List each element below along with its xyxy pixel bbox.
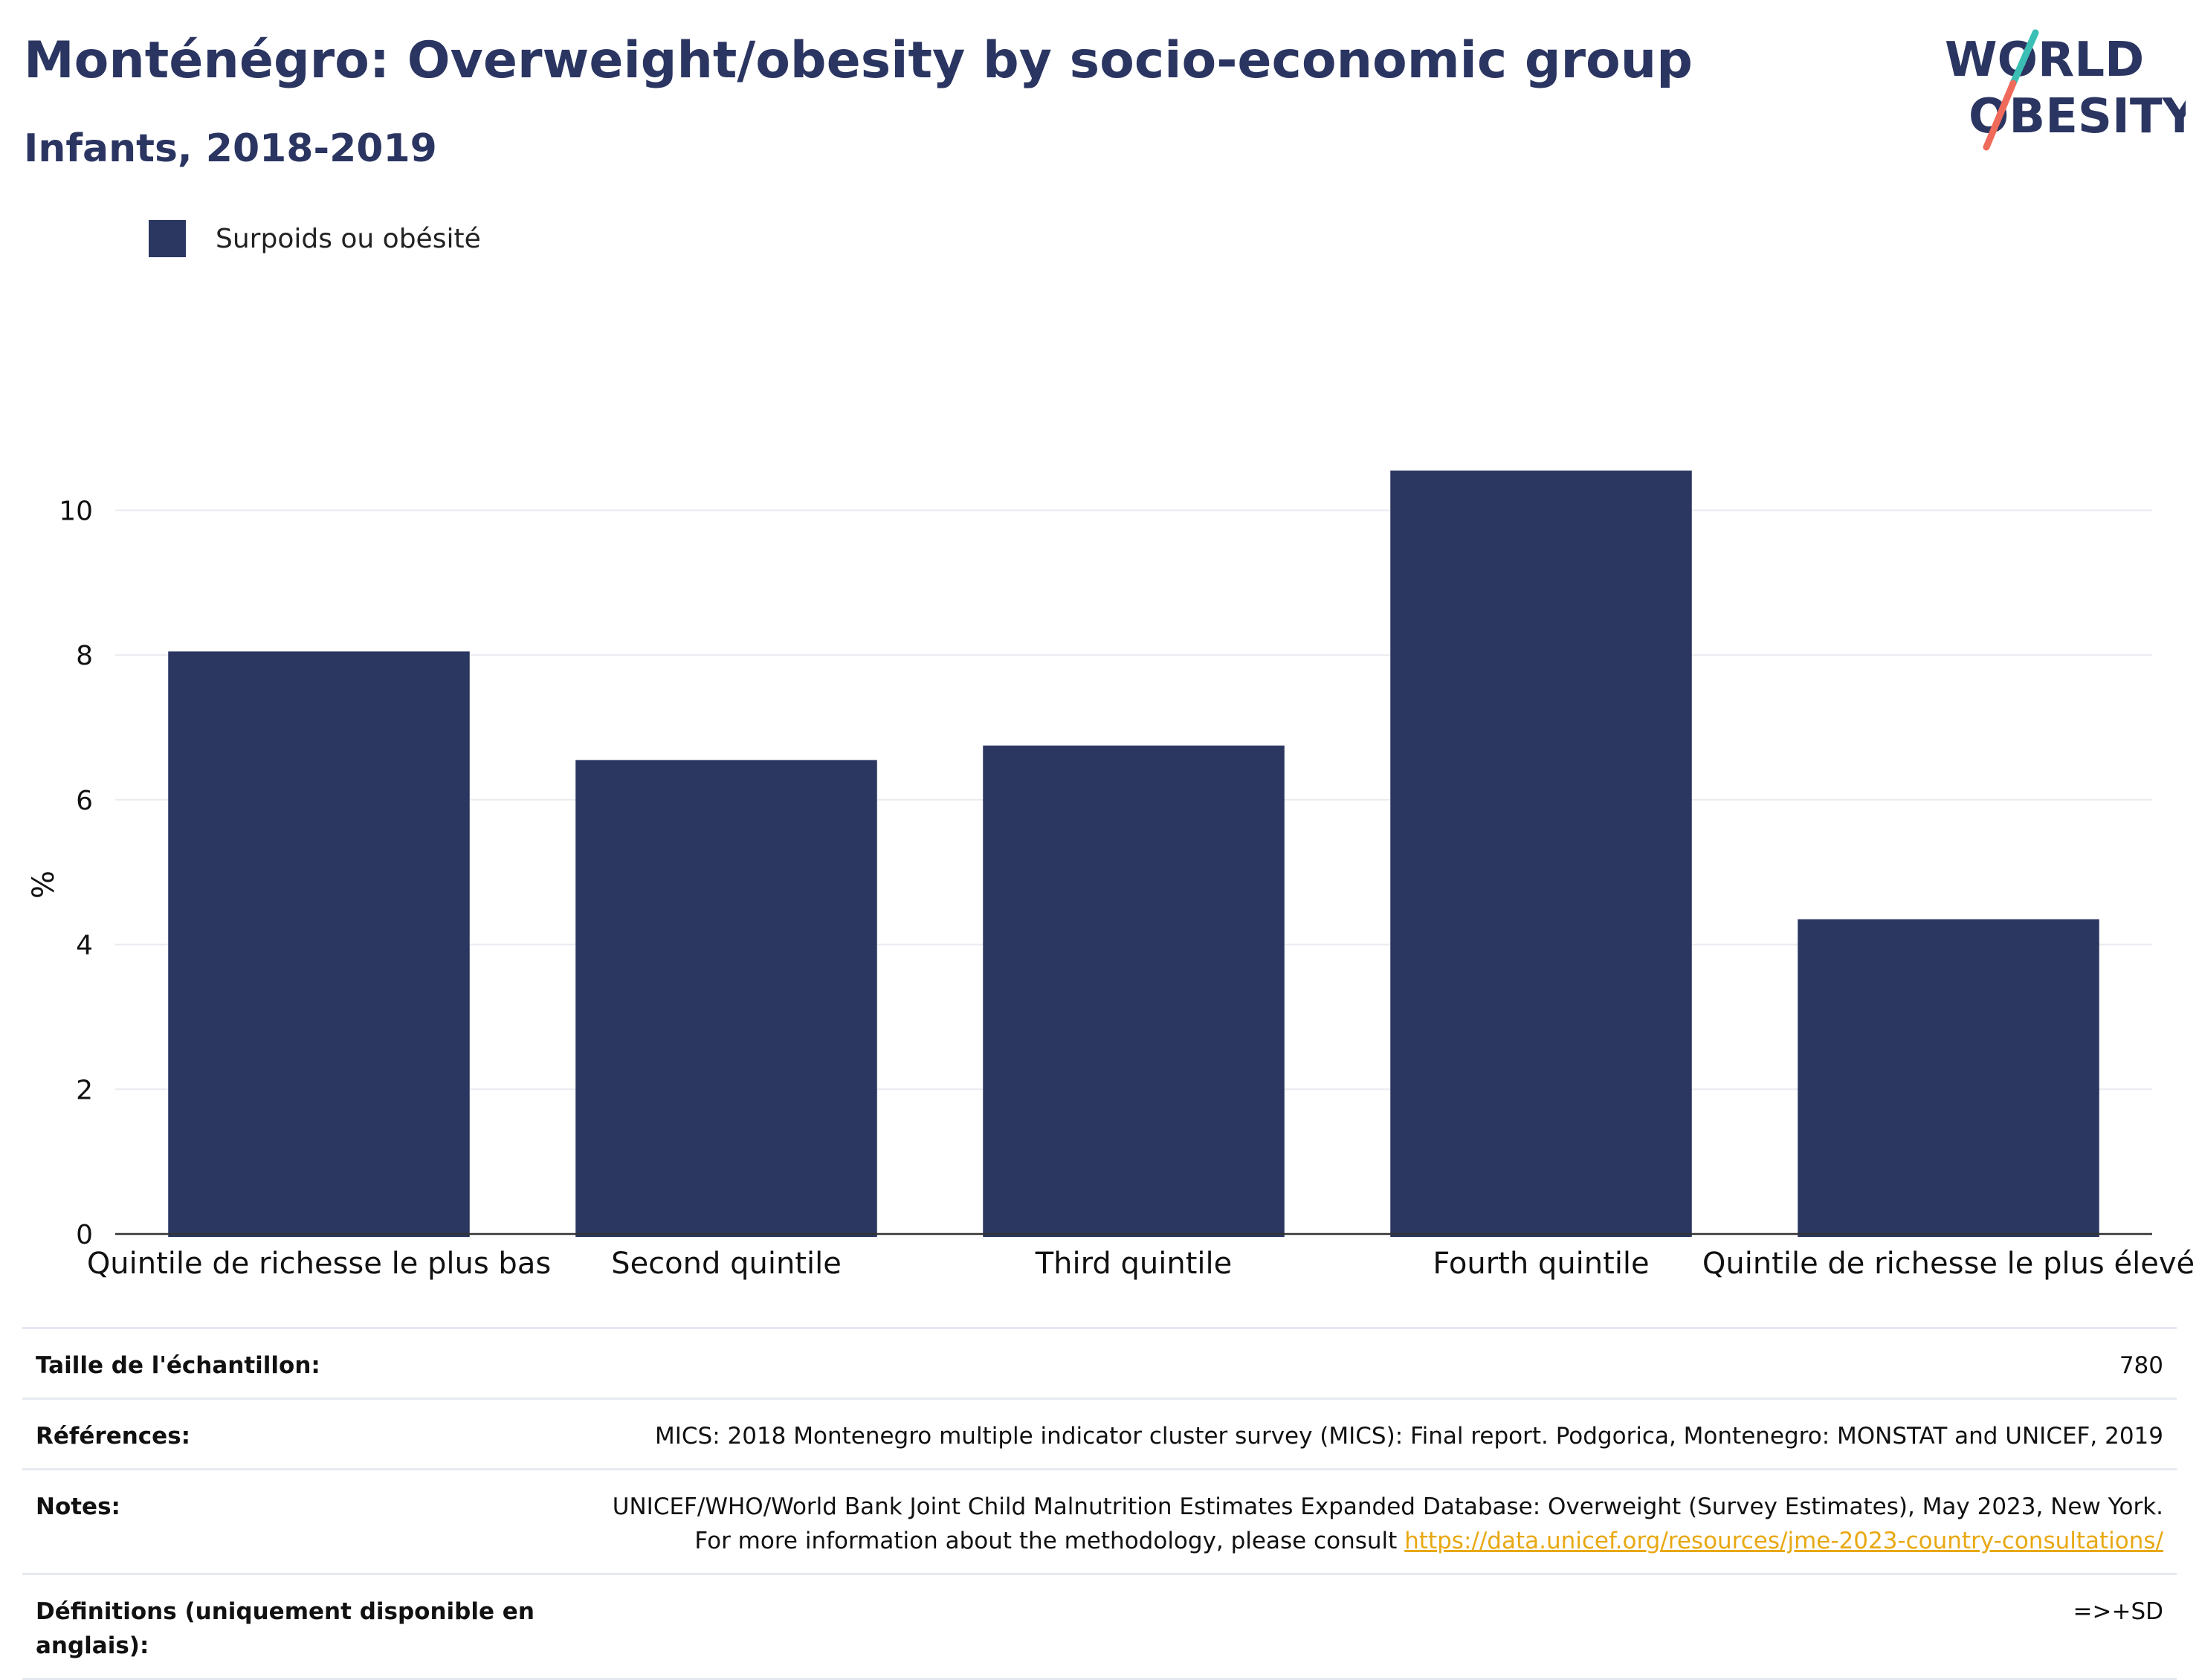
y-tick-label: 10 (59, 497, 93, 527)
x-category-label: Quintile de richesse le plus bas (87, 1247, 551, 1281)
info-key: Références: (36, 1423, 191, 1450)
bar[interactable] (575, 760, 877, 1237)
info-key: Taille de l'échantillon: (36, 1352, 320, 1379)
x-category-label: Quintile de richesse le plus élevé (1702, 1247, 2195, 1281)
info-value: MICS: 2018 Montenegro multiple indicator… (654, 1423, 2163, 1450)
info-table: Taille de l'échantillon: 780 Références:… (22, 1327, 2177, 1680)
bar[interactable] (1798, 919, 2099, 1237)
y-tick-label: 2 (76, 1075, 93, 1105)
y-tick-label: 0 (76, 1220, 93, 1250)
info-key: Définitions (uniquement disponible en an… (36, 1598, 535, 1659)
methodology-link[interactable]: https://data.unicef.org/resources/jme-20… (1404, 1528, 2163, 1554)
info-value-notes: UNICEF/WHO/World Bank Joint Child Malnut… (571, 1490, 2163, 1558)
bar[interactable] (1390, 471, 1692, 1238)
y-tick-label: 4 (76, 931, 93, 961)
bar[interactable] (168, 651, 470, 1237)
bar[interactable] (983, 745, 1285, 1237)
y-axis-label: % (27, 870, 61, 899)
info-value: =>+SD (2073, 1598, 2163, 1625)
x-category-label: Third quintile (1035, 1247, 1232, 1281)
x-category-label: Second quintile (611, 1247, 842, 1281)
info-row-sample-size: Taille de l'échantillon: 780 (22, 1327, 2177, 1398)
chart-subtitle: Infants, 2018-2019 (24, 126, 437, 171)
legend-label: Surpoids ou obésité (216, 223, 481, 254)
y-tick-label: 6 (76, 786, 93, 816)
world-obesity-logo: WORLD OBESITY (1945, 29, 2186, 151)
chart-legend[interactable]: Surpoids ou obésité (149, 220, 481, 257)
legend-swatch (149, 220, 186, 257)
y-tick-label: 8 (76, 641, 93, 671)
info-value: 780 (2119, 1352, 2163, 1379)
notes-text: UNICEF/WHO/World Bank Joint Child Malnut… (612, 1493, 2163, 1554)
chart-title: Monténégro: Overweight/obesity by socio-… (24, 31, 1693, 90)
info-row-references: Références: MICS: 2018 Montenegro multip… (22, 1398, 2177, 1468)
info-row-definitions: Définitions (uniquement disponible en an… (22, 1573, 2177, 1680)
logo-line-world: WORLD (1945, 33, 2144, 88)
info-row-notes: Notes: UNICEF/WHO/World Bank Joint Child… (22, 1468, 2177, 1573)
bar-chart: 0 2 4 6 8 10 Quintile de richesse le plus bas S… (27, 471, 2195, 1281)
info-key: Notes: (36, 1493, 120, 1520)
x-category-label: Fourth quintile (1433, 1247, 1649, 1281)
